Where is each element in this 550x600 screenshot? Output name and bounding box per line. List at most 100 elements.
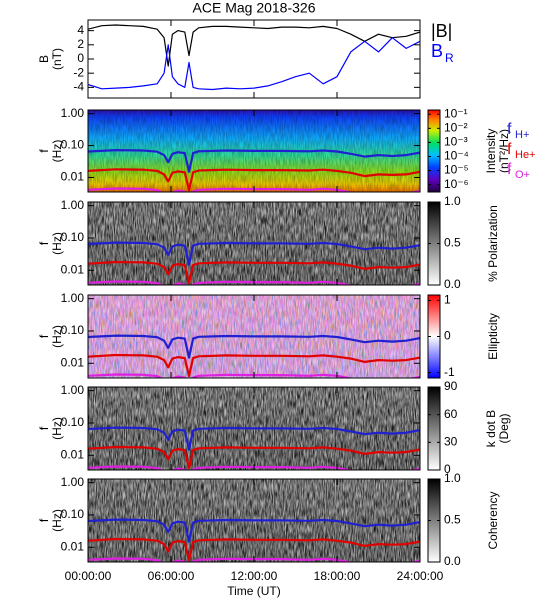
y-axis-label: (Hz) [50, 417, 64, 440]
legend-subscript: O+ [515, 169, 530, 181]
colorbar-tick-label: 10⁻² [444, 120, 468, 134]
y-tick-label: -2 [73, 65, 84, 79]
legend-label: |B| [431, 21, 452, 41]
colorbar-tick-label: 90 [444, 379, 458, 393]
y-tick-label: 0.10 [61, 230, 85, 244]
y-axis-label: (Hz) [50, 232, 64, 255]
series-line [88, 373, 420, 378]
series-line [88, 537, 420, 562]
y-tick-label: 1.00 [61, 198, 85, 212]
colorbar-tick-label: 0 [444, 462, 451, 476]
panel [88, 202, 420, 285]
y-tick-label: 0.10 [61, 138, 85, 152]
y-axis-label: (nT) [50, 48, 64, 70]
colorbar-label: Ellipticity [486, 313, 500, 360]
legend-subscript: He+ [515, 149, 536, 161]
y-tick-label: 0.10 [61, 323, 85, 337]
colorbar-tick-label: 10⁻³ [444, 135, 468, 149]
colorbar-label: (Deg) [497, 413, 511, 443]
colorbar-tick-label: 10⁻⁵ [444, 163, 469, 177]
colorbar-label: Coherency [486, 491, 500, 549]
legend-label: f [507, 121, 512, 138]
y-axis-label: f [37, 241, 51, 245]
x-tick-label: 18:00:00 [314, 569, 361, 583]
colorbar-tick-label: 1.0 [444, 194, 461, 208]
series-line [88, 149, 420, 173]
y-tick-label: 0.01 [61, 170, 85, 184]
colorbar-tick-label: 1 [444, 293, 451, 307]
colorbar-tick-label: 0 [444, 329, 451, 343]
colorbar-tick-label: 30 [444, 435, 458, 449]
y-tick-label: 0.01 [61, 539, 85, 553]
y-tick-label: 1.00 [61, 383, 85, 397]
series-line [88, 187, 420, 192]
panel [88, 387, 420, 470]
chart-title: ACE Mag 2018-326 [193, 0, 316, 16]
series-line [88, 353, 420, 378]
colorbar [427, 386, 441, 471]
y-axis-label: (Hz) [50, 140, 64, 163]
y-tick-label: 1.00 [61, 291, 85, 305]
legend-label: B [431, 41, 443, 61]
colorbar-label: Intensity [484, 129, 498, 174]
colorbar-tick-label: 0.0 [444, 277, 461, 291]
legend-subscript: R [445, 51, 454, 65]
colorbar-tick-label: 0.5 [444, 513, 461, 527]
series-line [88, 465, 420, 470]
series-line [88, 37, 420, 91]
x-tick-label: 24:00:00 [397, 569, 444, 583]
series-line [88, 557, 420, 562]
colorbar-tick-label: 1.0 [444, 471, 461, 485]
series-line [88, 334, 420, 359]
y-tick-label: 4 [77, 23, 84, 37]
x-axis-label: Time (UT) [227, 584, 281, 598]
series-line [88, 168, 420, 192]
y-tick-label: 1.00 [61, 475, 85, 489]
y-tick-label: 0.01 [61, 447, 85, 461]
y-axis-label: f [37, 426, 51, 430]
y-tick-label: 0.10 [61, 507, 85, 521]
legend-subscript: H+ [515, 129, 529, 141]
colorbar-tick-label: 10⁻¹ [444, 106, 468, 120]
series-line [88, 24, 420, 67]
x-tick-label: 00:00:00 [65, 569, 112, 583]
y-axis-label: (Hz) [50, 509, 64, 532]
y-tick-label: 2 [77, 37, 84, 51]
colorbar-tick-label: 10⁻⁶ [444, 177, 469, 191]
series-line [88, 426, 420, 451]
y-tick-label: -4 [73, 80, 84, 94]
y-axis-label: f [37, 149, 51, 153]
y-axis-label: f [37, 334, 51, 338]
legend-label: f [507, 161, 512, 178]
series-line [88, 518, 420, 543]
y-axis-label: f [37, 518, 51, 522]
x-tick-label: 06:00:00 [148, 569, 195, 583]
panel [88, 24, 420, 91]
x-tick-label: 12:00:00 [231, 569, 278, 583]
colorbar [427, 109, 441, 193]
y-axis-label: (Hz) [50, 325, 64, 348]
y-tick-label: 0 [77, 51, 84, 65]
colorbar-tick-label: 10⁻⁴ [444, 149, 469, 163]
y-axis-label: B [37, 55, 51, 63]
colorbar-tick-label: 0.0 [444, 554, 461, 568]
legend-label: f [507, 141, 512, 158]
panel [88, 110, 420, 192]
series-line [88, 241, 420, 266]
y-tick-label: 0.10 [61, 415, 85, 429]
panel [88, 479, 420, 562]
colorbar-tick-label: -1 [444, 365, 455, 379]
y-tick-label: 0.01 [61, 355, 85, 369]
colorbar-label: (nT²/Hz) [497, 129, 511, 173]
colorbar-label: k dot B [484, 410, 498, 447]
series-line [88, 280, 420, 285]
series-line [88, 445, 420, 470]
y-tick-label: 1.00 [61, 106, 85, 120]
colorbar-tick-label: 60 [444, 407, 458, 421]
y-tick-label: 0.01 [61, 262, 85, 276]
colorbar-label: % Polarization [486, 205, 500, 282]
colorbar-tick-label: 0.5 [444, 236, 461, 250]
series-line [88, 260, 420, 285]
panel [88, 295, 420, 378]
